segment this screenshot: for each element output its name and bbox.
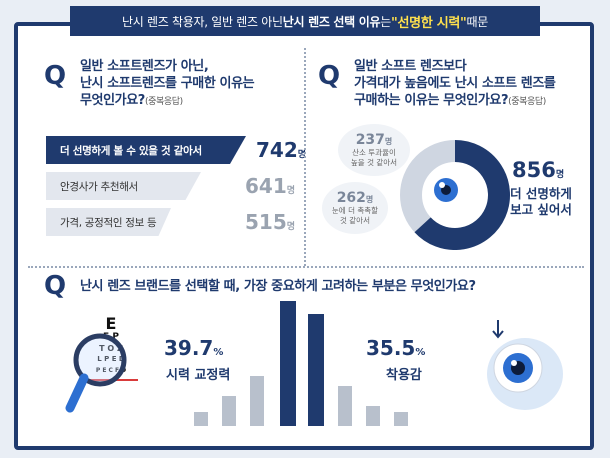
bar-label-1: 더 선명하게 볼 수 있을 것 같아서 bbox=[60, 144, 202, 157]
eye-chart-line4: L P E D bbox=[78, 354, 144, 365]
contact-lens-icon bbox=[487, 320, 563, 410]
horizontal-divider bbox=[28, 266, 584, 268]
q2-badge: Q bbox=[318, 61, 341, 91]
bar-item-2: 안경사가 추천해서 bbox=[46, 172, 201, 200]
banner-text-3: 는 bbox=[380, 14, 392, 29]
q2-line1: 일반 소프트 렌즈보다 bbox=[354, 59, 467, 74]
q1-badge: Q bbox=[44, 61, 67, 91]
bubble-oxygen-line1: 산소 투과율이 bbox=[352, 148, 396, 157]
banner-text-1: 난시 렌즈 착용자, 일반 렌즈 아닌 bbox=[122, 14, 283, 29]
q2-line3: 구매하는 이유는 무엇인가요? bbox=[354, 93, 509, 108]
bg-bar-1 bbox=[194, 412, 208, 426]
q1-line3: 무엇인가요? bbox=[80, 93, 145, 108]
q3-badge: Q bbox=[44, 271, 67, 301]
stat-comfort-label: 착용감 bbox=[386, 368, 422, 383]
bar-vision-correction bbox=[280, 301, 296, 426]
donut-slice-main bbox=[414, 140, 510, 250]
donut-main-value: 856명 bbox=[512, 158, 565, 182]
vertical-divider bbox=[304, 48, 306, 266]
q1-line1: 일반 소프트렌즈가 아닌, bbox=[80, 59, 209, 74]
donut-chart bbox=[400, 140, 510, 250]
bottom-bar-chart bbox=[194, 301, 408, 426]
bubble-moist-line1: 눈에 더 촉촉할 bbox=[331, 206, 379, 215]
bg-bar-5 bbox=[366, 406, 380, 426]
stat-vision-label: 시력 교정력 bbox=[166, 368, 231, 383]
stat-comfort-value: 35.5% bbox=[366, 336, 426, 360]
title-banner: 난시 렌즈 착용자, 일반 렌즈 아닌 난시 렌즈 선택 이유 는 "선명한 시… bbox=[70, 6, 540, 36]
eye-glint bbox=[439, 182, 445, 188]
magnifier-icon bbox=[65, 333, 127, 413]
bg-bar-3 bbox=[250, 376, 264, 426]
eye-chart-line3: T O Z bbox=[78, 343, 144, 354]
bar-label-3: 가격, 공정적인 정보 등 bbox=[60, 216, 157, 229]
bg-bar-4 bbox=[338, 386, 352, 426]
q2-note: (중복응답) bbox=[508, 97, 546, 107]
bg-bar-6 bbox=[394, 412, 408, 426]
bg-bar-2 bbox=[222, 396, 236, 426]
q2-line2: 가격대가 높음에도 난시 소프트 렌즈를 bbox=[354, 76, 556, 91]
bar-comfort bbox=[308, 314, 324, 426]
banner-highlight: "선명한 시력" bbox=[391, 15, 467, 31]
bar-item-1: 더 선명하게 볼 수 있을 것 같아서 bbox=[46, 136, 246, 164]
bar-value-1: 742명 bbox=[256, 138, 307, 162]
q1-line2: 난시 소프트렌즈를 구매한 이유는 bbox=[80, 76, 255, 91]
bar-label-2: 안경사가 추천해서 bbox=[60, 180, 138, 193]
q2-question: 일반 소프트 렌즈보다 가격대가 높음에도 난시 소프트 렌즈를 구매하는 이유… bbox=[354, 58, 594, 111]
bubble-oxygen-line2: 높을 것 같아서 bbox=[350, 158, 398, 167]
bubble-moist-line2: 것 같아서 bbox=[340, 216, 370, 225]
q1-question: 일반 소프트렌즈가 아닌, 난시 소프트렌즈를 구매한 이유는 무엇인가요?(중… bbox=[80, 58, 300, 111]
bubble-moist-value: 262 bbox=[336, 190, 366, 206]
q1-note: (중복응답) bbox=[144, 97, 183, 107]
bubble-moist: 262명 눈에 더 촉촉할 것 같아서 bbox=[322, 182, 388, 234]
bar-value-2: 641명 bbox=[245, 174, 296, 198]
q3-question: 난시 렌즈 브랜드를 선택할 때, 가장 중요하게 고려하는 부분은 무엇인가요… bbox=[80, 279, 476, 294]
banner-text-2: 난시 렌즈 선택 이유 bbox=[282, 14, 381, 29]
bubble-oxygen: 237명 산소 투과율이 높을 것 같아서 bbox=[338, 124, 410, 176]
banner-text-5: 때문 bbox=[466, 14, 489, 29]
bar-item-3: 가격, 공정적인 정보 등 bbox=[46, 208, 171, 236]
donut-main-label: 더 선명하게 보고 싶어서 bbox=[510, 186, 572, 217]
eye-chart-line5: P E C F D bbox=[78, 365, 144, 376]
bar-value-3: 515명 bbox=[245, 210, 296, 234]
stat-vision-value: 39.7% bbox=[164, 336, 224, 360]
bubble-oxygen-value: 237 bbox=[355, 132, 385, 148]
eye-chart-e: E bbox=[105, 314, 117, 333]
